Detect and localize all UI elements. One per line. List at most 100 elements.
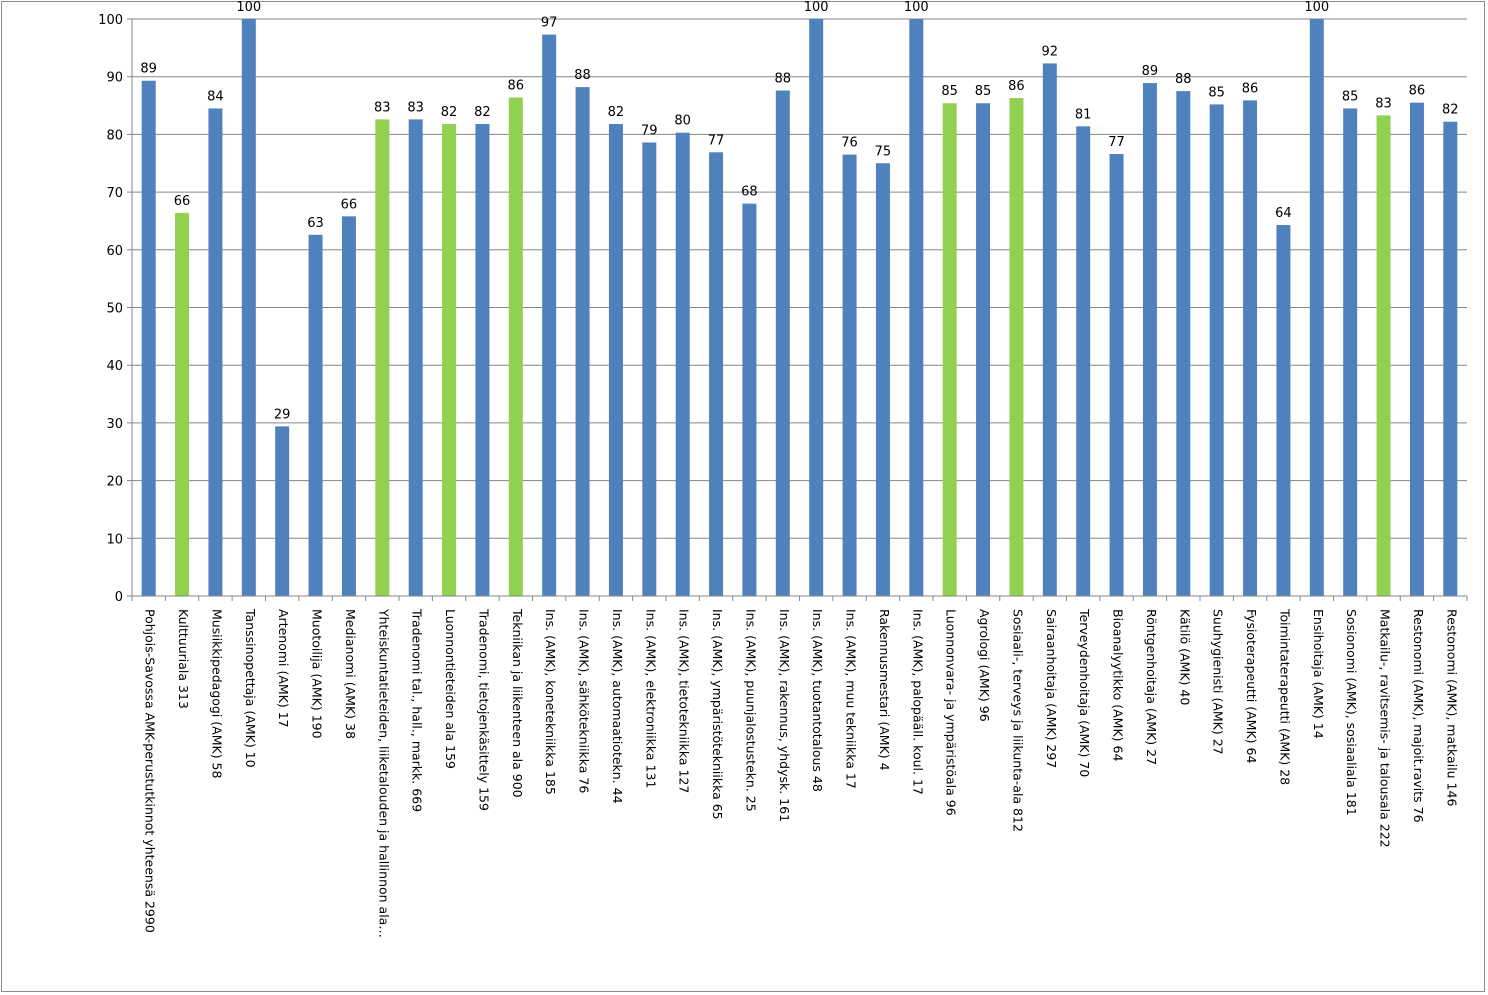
y-tick-label: 10 (106, 532, 123, 547)
x-tick-label: Restonomi (AMK), matkailu 146 (1444, 609, 1459, 806)
bar (1009, 98, 1024, 596)
x-tick-label: Ins. (AMK), elektroniikka 131 (643, 609, 658, 788)
data-label: 66 (341, 197, 358, 212)
data-label: 86 (1242, 81, 1259, 96)
bar (1376, 115, 1391, 596)
bar (1109, 154, 1124, 596)
x-tick-label: Pohjois-Savossa AMK-perustutkinnot yhtee… (143, 609, 158, 933)
data-label: 82 (1442, 103, 1459, 118)
bar (909, 19, 924, 596)
y-tick-label: 80 (106, 128, 123, 143)
data-label: 84 (207, 89, 224, 104)
y-tick-label: 40 (106, 359, 123, 374)
x-tick-label: Rakennusmestari (AMK) 4 (877, 609, 892, 771)
bar (375, 119, 390, 596)
data-label: 86 (508, 78, 525, 93)
y-tick-label: 100 (98, 13, 123, 28)
x-axis-labels: Pohjois-Savossa AMK-perustutkinnot yhtee… (143, 608, 1460, 938)
bar (1243, 100, 1258, 597)
bar (976, 103, 991, 596)
y-tick-label: 90 (106, 71, 123, 86)
bars (141, 19, 1458, 597)
x-tick-label: Tanssinopettaja (AMK) 10 (243, 608, 258, 768)
x-tick-label: Ins. (AMK), palopääll. koul. 17 (910, 609, 925, 795)
x-tick-label: Suuhygienisti (AMK) 27 (1211, 609, 1226, 755)
bar (241, 19, 256, 596)
data-label: 85 (1208, 85, 1225, 100)
bar (508, 97, 523, 597)
x-tick-label: Restonomi (AMK), majoit.ravits 76 (1411, 609, 1426, 823)
bar (208, 108, 223, 596)
data-label: 100 (804, 0, 829, 15)
bar (308, 234, 323, 596)
data-label: 86 (1008, 79, 1025, 94)
bar (275, 426, 290, 596)
data-label: 63 (307, 216, 324, 231)
data-label: 86 (1409, 84, 1426, 99)
bar (1409, 102, 1424, 596)
x-tick-label: Muotoilija (AMK) 190 (310, 609, 325, 739)
data-label: 81 (1075, 107, 1092, 122)
data-label: 76 (841, 136, 858, 151)
data-label: 89 (140, 62, 157, 77)
data-label: 66 (174, 194, 191, 209)
y-tick-label: 50 (106, 302, 123, 317)
data-label: 92 (1042, 44, 1059, 59)
data-label: 82 (474, 105, 491, 120)
data-label: 68 (741, 185, 758, 200)
data-label: 83 (374, 100, 391, 115)
bar (442, 124, 457, 596)
x-tick-label: Ins. (AMK), tietotekniikka 127 (677, 609, 692, 793)
x-tick-label: Ins. (AMK), tuotantotalous 48 (810, 609, 825, 792)
y-tick-label: 0 (115, 590, 123, 605)
bar (675, 132, 690, 596)
x-tick-label: Ins. (AMK), konetekniikka 185 (543, 609, 558, 795)
x-tick-label: Ins. (AMK), sähkötekniikka 76 (577, 609, 592, 793)
y-axis-ticks: 0 10 20 30 40 50 60 70 80 90 100 (98, 13, 132, 605)
bar (775, 90, 790, 596)
x-tick-label: Agrologi (AMK) 96 (977, 609, 992, 722)
bar (475, 124, 490, 596)
x-tick-label: Matkailu-, ravitsemis- ja talousala 222 (1378, 609, 1393, 848)
bar (809, 19, 824, 596)
x-tick-label: Tekniikan ja liikenteen ala 900 (510, 608, 525, 798)
y-tick-label: 70 (106, 186, 123, 201)
gridlines (132, 18, 1467, 539)
x-tick-label: Artenomi (AMK) 17 (276, 609, 291, 728)
bar (542, 34, 557, 597)
x-tick-label: Terveydenhoitaja (AMK) 70 (1077, 608, 1092, 777)
bar (408, 119, 423, 596)
bar (141, 80, 156, 596)
x-tick-label: Tradenomi, tietojenkäsittely 159 (476, 608, 491, 811)
x-tick-label: Ins. (AMK), ympäristötekniikka 65 (710, 609, 725, 820)
data-label: 80 (674, 114, 691, 129)
bar (1142, 83, 1157, 596)
bar (1343, 108, 1358, 596)
y-tick-label: 60 (106, 244, 123, 259)
data-label: 88 (775, 72, 792, 87)
bar (175, 212, 190, 596)
x-tick-label: Yhteiskuntatieteiden, liiketalouden ja h… (376, 608, 391, 938)
x-tick-label: Ins. (AMK), muu tekniikka 17 (844, 609, 859, 789)
x-tick-label: Fysioterapeutti (AMK) 64 (1244, 609, 1259, 763)
x-tick-label: Luonnonvara- ja ympäristöala 96 (944, 609, 959, 816)
data-labels: 89 66 84 100 29 63 66 83 83 82 82 86 97 88 82 79 80 77 68 8… (140, 0, 1458, 422)
data-label: 79 (641, 123, 658, 138)
data-label: 85 (1342, 89, 1359, 104)
x-tick-label: Kulttuuriala 313 (176, 609, 191, 709)
data-label: 85 (975, 84, 992, 99)
data-label: 97 (541, 16, 558, 31)
bar (1042, 63, 1057, 596)
bar (642, 142, 657, 596)
y-tick-label: 20 (106, 475, 123, 490)
data-label: 77 (708, 133, 725, 148)
bar (341, 216, 356, 597)
data-label: 77 (1108, 135, 1125, 150)
y-tick-label: 30 (106, 417, 123, 432)
x-tick-label: Luonnontieteiden ala 159 (443, 609, 458, 769)
x-tick-label: Medianomi (AMK) 38 (343, 609, 358, 739)
data-label: 64 (1275, 206, 1292, 221)
data-label: 85 (941, 84, 958, 99)
data-label: 88 (1175, 72, 1192, 87)
